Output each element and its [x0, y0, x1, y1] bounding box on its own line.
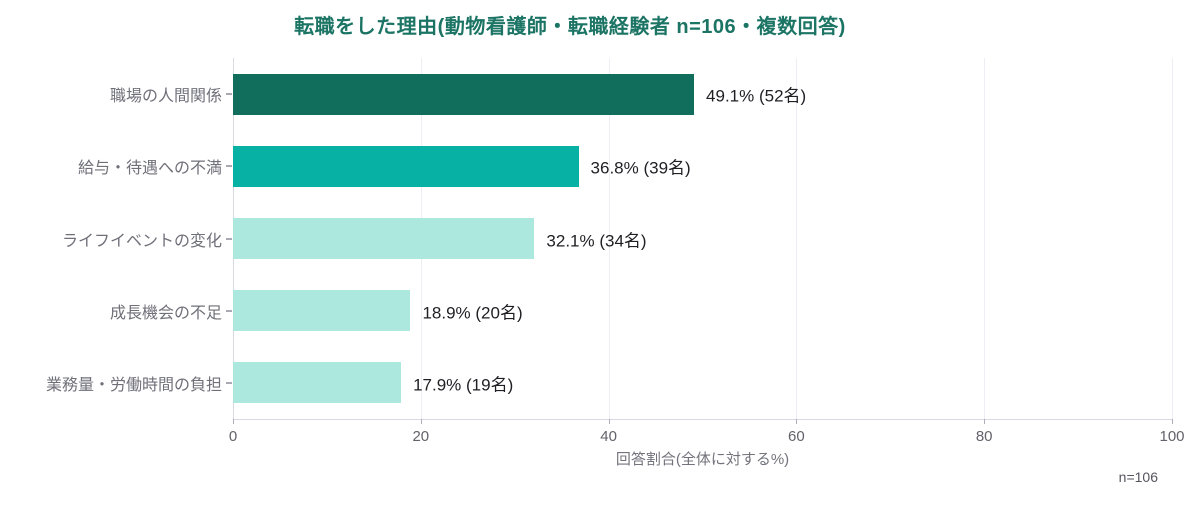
x-tick-mark	[984, 419, 986, 424]
bar	[233, 362, 402, 404]
bar	[233, 145, 579, 187]
value-label: 18.9% (20名)	[422, 303, 523, 323]
y-tick	[226, 309, 232, 312]
plot-area: 0 20 40 60 80 100 職場の人間関係 49.1% (52名) 給与・待遇への不満 3…	[46, 58, 1185, 445]
x-tick-mark	[796, 419, 798, 424]
y-tick	[226, 381, 232, 384]
gridline	[796, 58, 798, 419]
bar	[233, 73, 695, 115]
gridline	[984, 58, 986, 419]
category-label: ライフイベントの変化	[61, 232, 222, 250]
sample-size-note: n=106	[1118, 469, 1158, 485]
x-axis-line	[233, 419, 1172, 420]
x-tick-label: 60	[788, 428, 805, 445]
bar	[233, 218, 535, 259]
value-label: 17.9% (19名)	[413, 375, 514, 395]
category-label: 成長機会の不足	[109, 304, 222, 322]
y-tick	[226, 93, 232, 96]
category-label: 職場の人間関係	[109, 88, 222, 106]
y-tick	[226, 237, 232, 240]
gridline	[608, 58, 610, 419]
x-tick-mark	[1172, 419, 1173, 424]
x-tick-mark	[233, 419, 234, 424]
x-tick-label: 80	[975, 428, 993, 445]
x-tick-label: 20	[412, 428, 430, 445]
x-tick-label: 100	[1159, 428, 1185, 445]
x-tick-label: 0	[228, 428, 238, 445]
gridline	[1172, 58, 1173, 419]
chart-title: 転職をした理由(動物看護師・転職経験者 n=106・複数回答)	[294, 16, 846, 38]
category-label: 給与・待遇への不満	[77, 160, 222, 178]
value-label: 36.8% (39名)	[590, 158, 691, 178]
value-label: 32.1% (34名)	[546, 231, 647, 250]
value-label: 49.1% (52名)	[706, 86, 807, 106]
y-tick	[226, 165, 232, 168]
x-tick-label: 40	[600, 428, 617, 445]
category-label: 業務量・労働時間の負担	[45, 376, 222, 394]
x-axis-label: 回答割合(全体に対する%)	[615, 451, 790, 468]
x-tick-mark	[608, 419, 610, 424]
bar	[233, 290, 411, 332]
x-tick-mark	[420, 419, 422, 424]
